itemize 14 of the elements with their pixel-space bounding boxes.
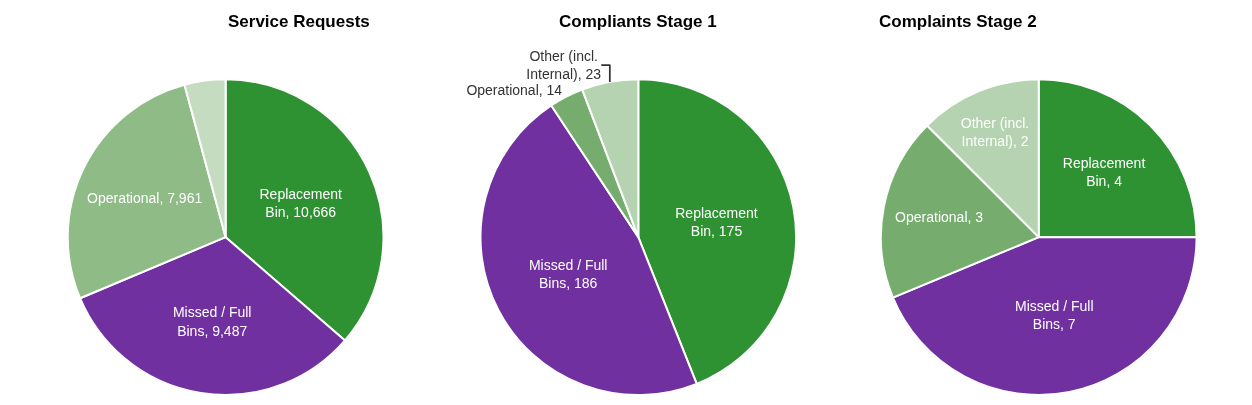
chart-title: Service Requests [228,12,370,31]
chart-title: Complaints Stage 2 [879,12,1037,31]
slice-label: Operational, 7,961 [87,189,203,206]
slice-label: Replacement Bin, 175 [675,205,758,240]
slice-label: Replacement Bin, 10,666 [259,185,343,220]
slice-label: Other (incl. Internal), 23 [526,48,602,83]
slice-label: Other (incl. Internal), 2 [960,114,1030,149]
chart-title: Compliants Stage 1 [559,12,717,31]
slice-label: Operational, 3 [895,209,984,226]
slice-label: Missed / Full Bins, 7 [1014,298,1094,333]
slice-label: Missed / Full Bins, 9,487 [172,304,252,339]
slice-label: Missed / Full Bins, 186 [528,256,608,291]
slice-label: Operational, 14 [466,82,563,99]
slice-label: Replacement Bin, 4 [1062,154,1146,189]
